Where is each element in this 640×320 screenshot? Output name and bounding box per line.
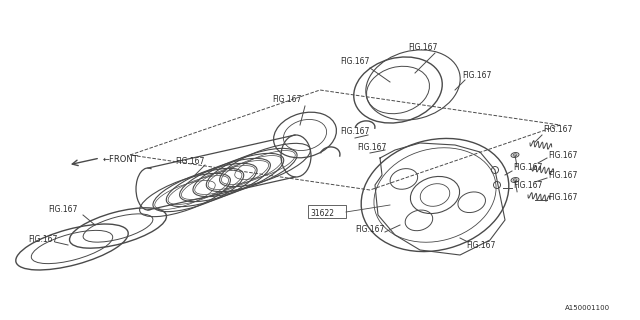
Text: FIG.167: FIG.167	[466, 241, 495, 250]
Text: FIG.167: FIG.167	[48, 205, 77, 214]
Text: FIG.167: FIG.167	[408, 43, 437, 52]
Text: FIG.167: FIG.167	[548, 171, 577, 180]
Text: FIG.167: FIG.167	[28, 236, 58, 244]
Text: FIG.167: FIG.167	[543, 125, 572, 134]
Text: FIG.167: FIG.167	[548, 150, 577, 159]
Text: ←FRONT: ←FRONT	[103, 155, 139, 164]
Text: FIG.167: FIG.167	[548, 194, 577, 203]
Text: FIG.167: FIG.167	[340, 58, 369, 67]
Text: FIG.167: FIG.167	[513, 164, 542, 172]
Text: A150001100: A150001100	[565, 305, 610, 311]
Text: FIG.167: FIG.167	[340, 127, 369, 137]
Text: FIG.167: FIG.167	[462, 70, 492, 79]
Text: FIG.167: FIG.167	[355, 226, 385, 235]
Text: 31622: 31622	[310, 209, 334, 218]
Text: FIG.167: FIG.167	[175, 157, 204, 166]
Text: FIG.167: FIG.167	[357, 143, 387, 153]
Text: FIG.167: FIG.167	[272, 95, 301, 105]
Bar	[308, 205, 346, 218]
Text: FIG.167: FIG.167	[513, 180, 542, 189]
